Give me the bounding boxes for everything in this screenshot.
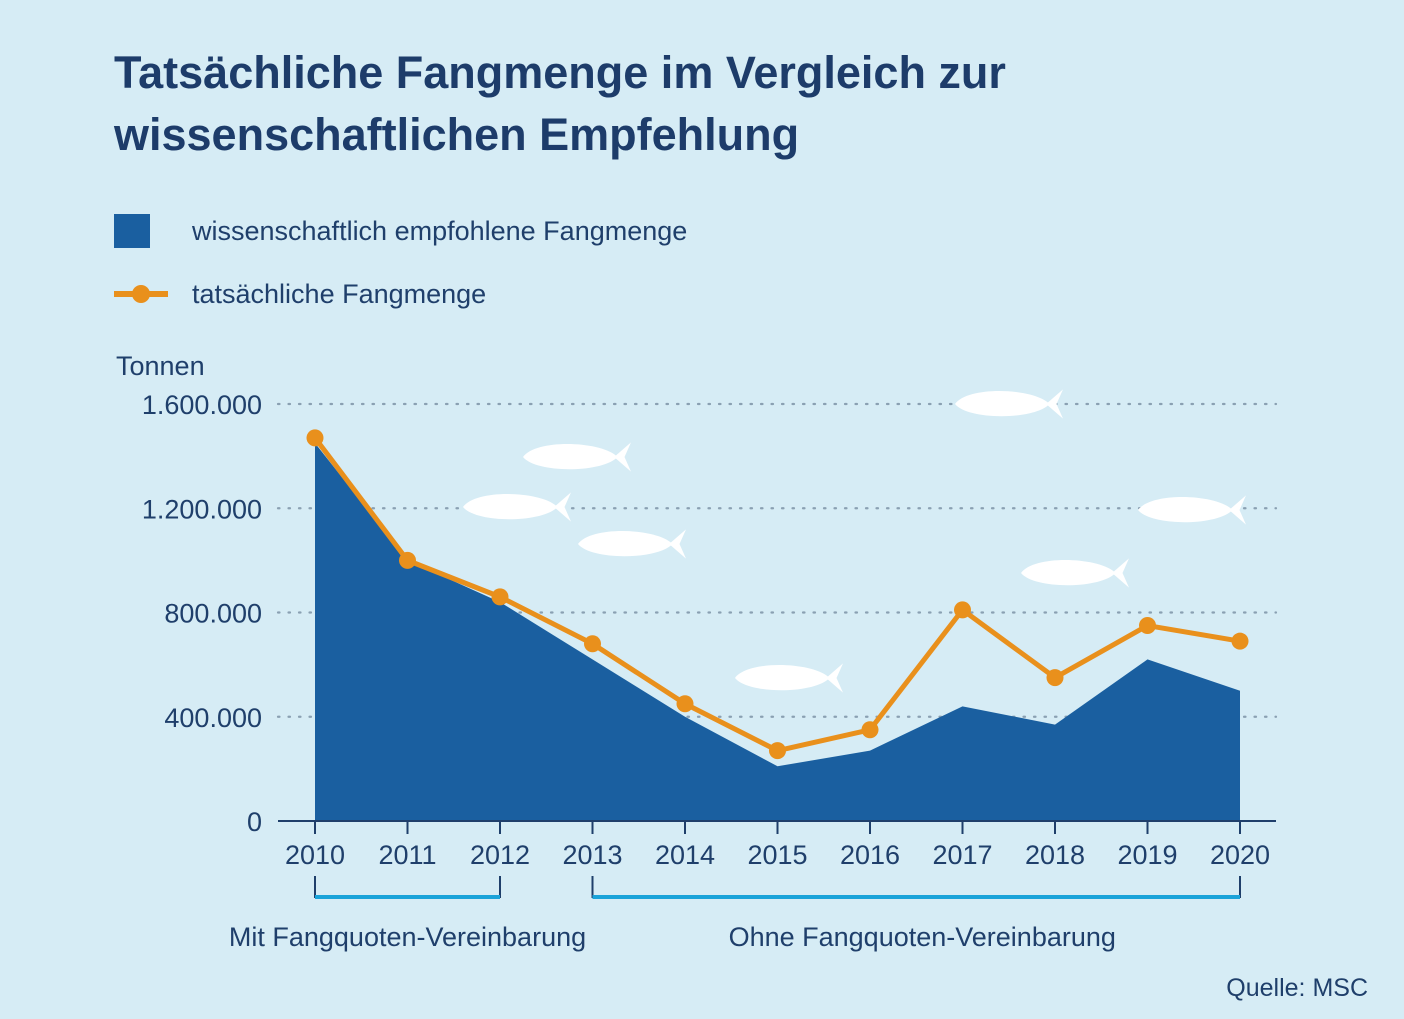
y-tick-label: 1.600.000 [142, 390, 262, 420]
legend-line-swatch [114, 277, 168, 311]
area-series-empfohlen [315, 443, 1240, 821]
y-tick-label: 400.000 [164, 703, 262, 733]
x-tick-label: 2020 [1210, 840, 1270, 870]
fish-decoration [578, 529, 686, 559]
y-tick-label: 800.000 [164, 599, 262, 629]
fish-decoration [463, 492, 571, 522]
source-note: Quelle: MSC [1226, 974, 1368, 1002]
x-tick-label: 2019 [1117, 840, 1177, 870]
y-axis-title: Tonnen [116, 351, 205, 381]
legend-area-swatch [114, 214, 150, 248]
legend-item-line: tatsächliche Fangmenge [114, 277, 486, 311]
fish-decoration [523, 442, 631, 472]
legend-area-label: wissenschaftlich empfohlene Fangmenge [192, 215, 688, 246]
legend-line-label: tatsächliche Fangmenge [192, 278, 487, 309]
x-tick-label: 2011 [378, 840, 436, 870]
chart-title: Tatsächliche Fangmenge im Vergleich zur … [114, 42, 1314, 166]
y-tick-label: 0 [247, 807, 262, 837]
x-tick-label: 2014 [655, 840, 715, 870]
line-point [399, 551, 416, 569]
x-tick-label: 2013 [562, 840, 622, 870]
y-tick-label: 1.200.000 [142, 494, 262, 524]
line-point [769, 742, 786, 760]
line-point [491, 588, 509, 606]
line-point [1231, 632, 1249, 650]
x-tick-label: 2012 [470, 840, 530, 870]
x-tick-label: 2017 [932, 840, 992, 870]
line-point [584, 635, 601, 653]
line-point [306, 429, 324, 447]
line-point [861, 721, 879, 739]
x-tick-label: 2015 [747, 840, 807, 870]
line-point [1139, 617, 1156, 635]
legend-item-area: wissenschaftlich empfohlene Fangmenge [114, 214, 687, 248]
x-tick-label: 2016 [840, 840, 900, 870]
x-tick-label: 2010 [285, 840, 345, 870]
period-mit-vereinbarung-label: Mit Fangquoten-Vereinbarung [229, 922, 586, 952]
fish-decoration [735, 663, 843, 693]
line-point [676, 695, 694, 713]
chart-title-line1: Tatsächliche Fangmenge im Vergleich zur [114, 47, 1006, 98]
x-tick-label: 2018 [1025, 840, 1085, 870]
fish-decoration [1138, 495, 1246, 525]
fish-decoration [1021, 558, 1129, 588]
fish-decoration [955, 389, 1063, 419]
line-point [954, 601, 971, 619]
chart-title-line2: wissenschaftlichen Empfehlung [114, 109, 800, 160]
period-ohne-vereinbarung-label: Ohne Fangquoten-Vereinbarung [729, 922, 1116, 952]
line-point [1046, 669, 1064, 687]
